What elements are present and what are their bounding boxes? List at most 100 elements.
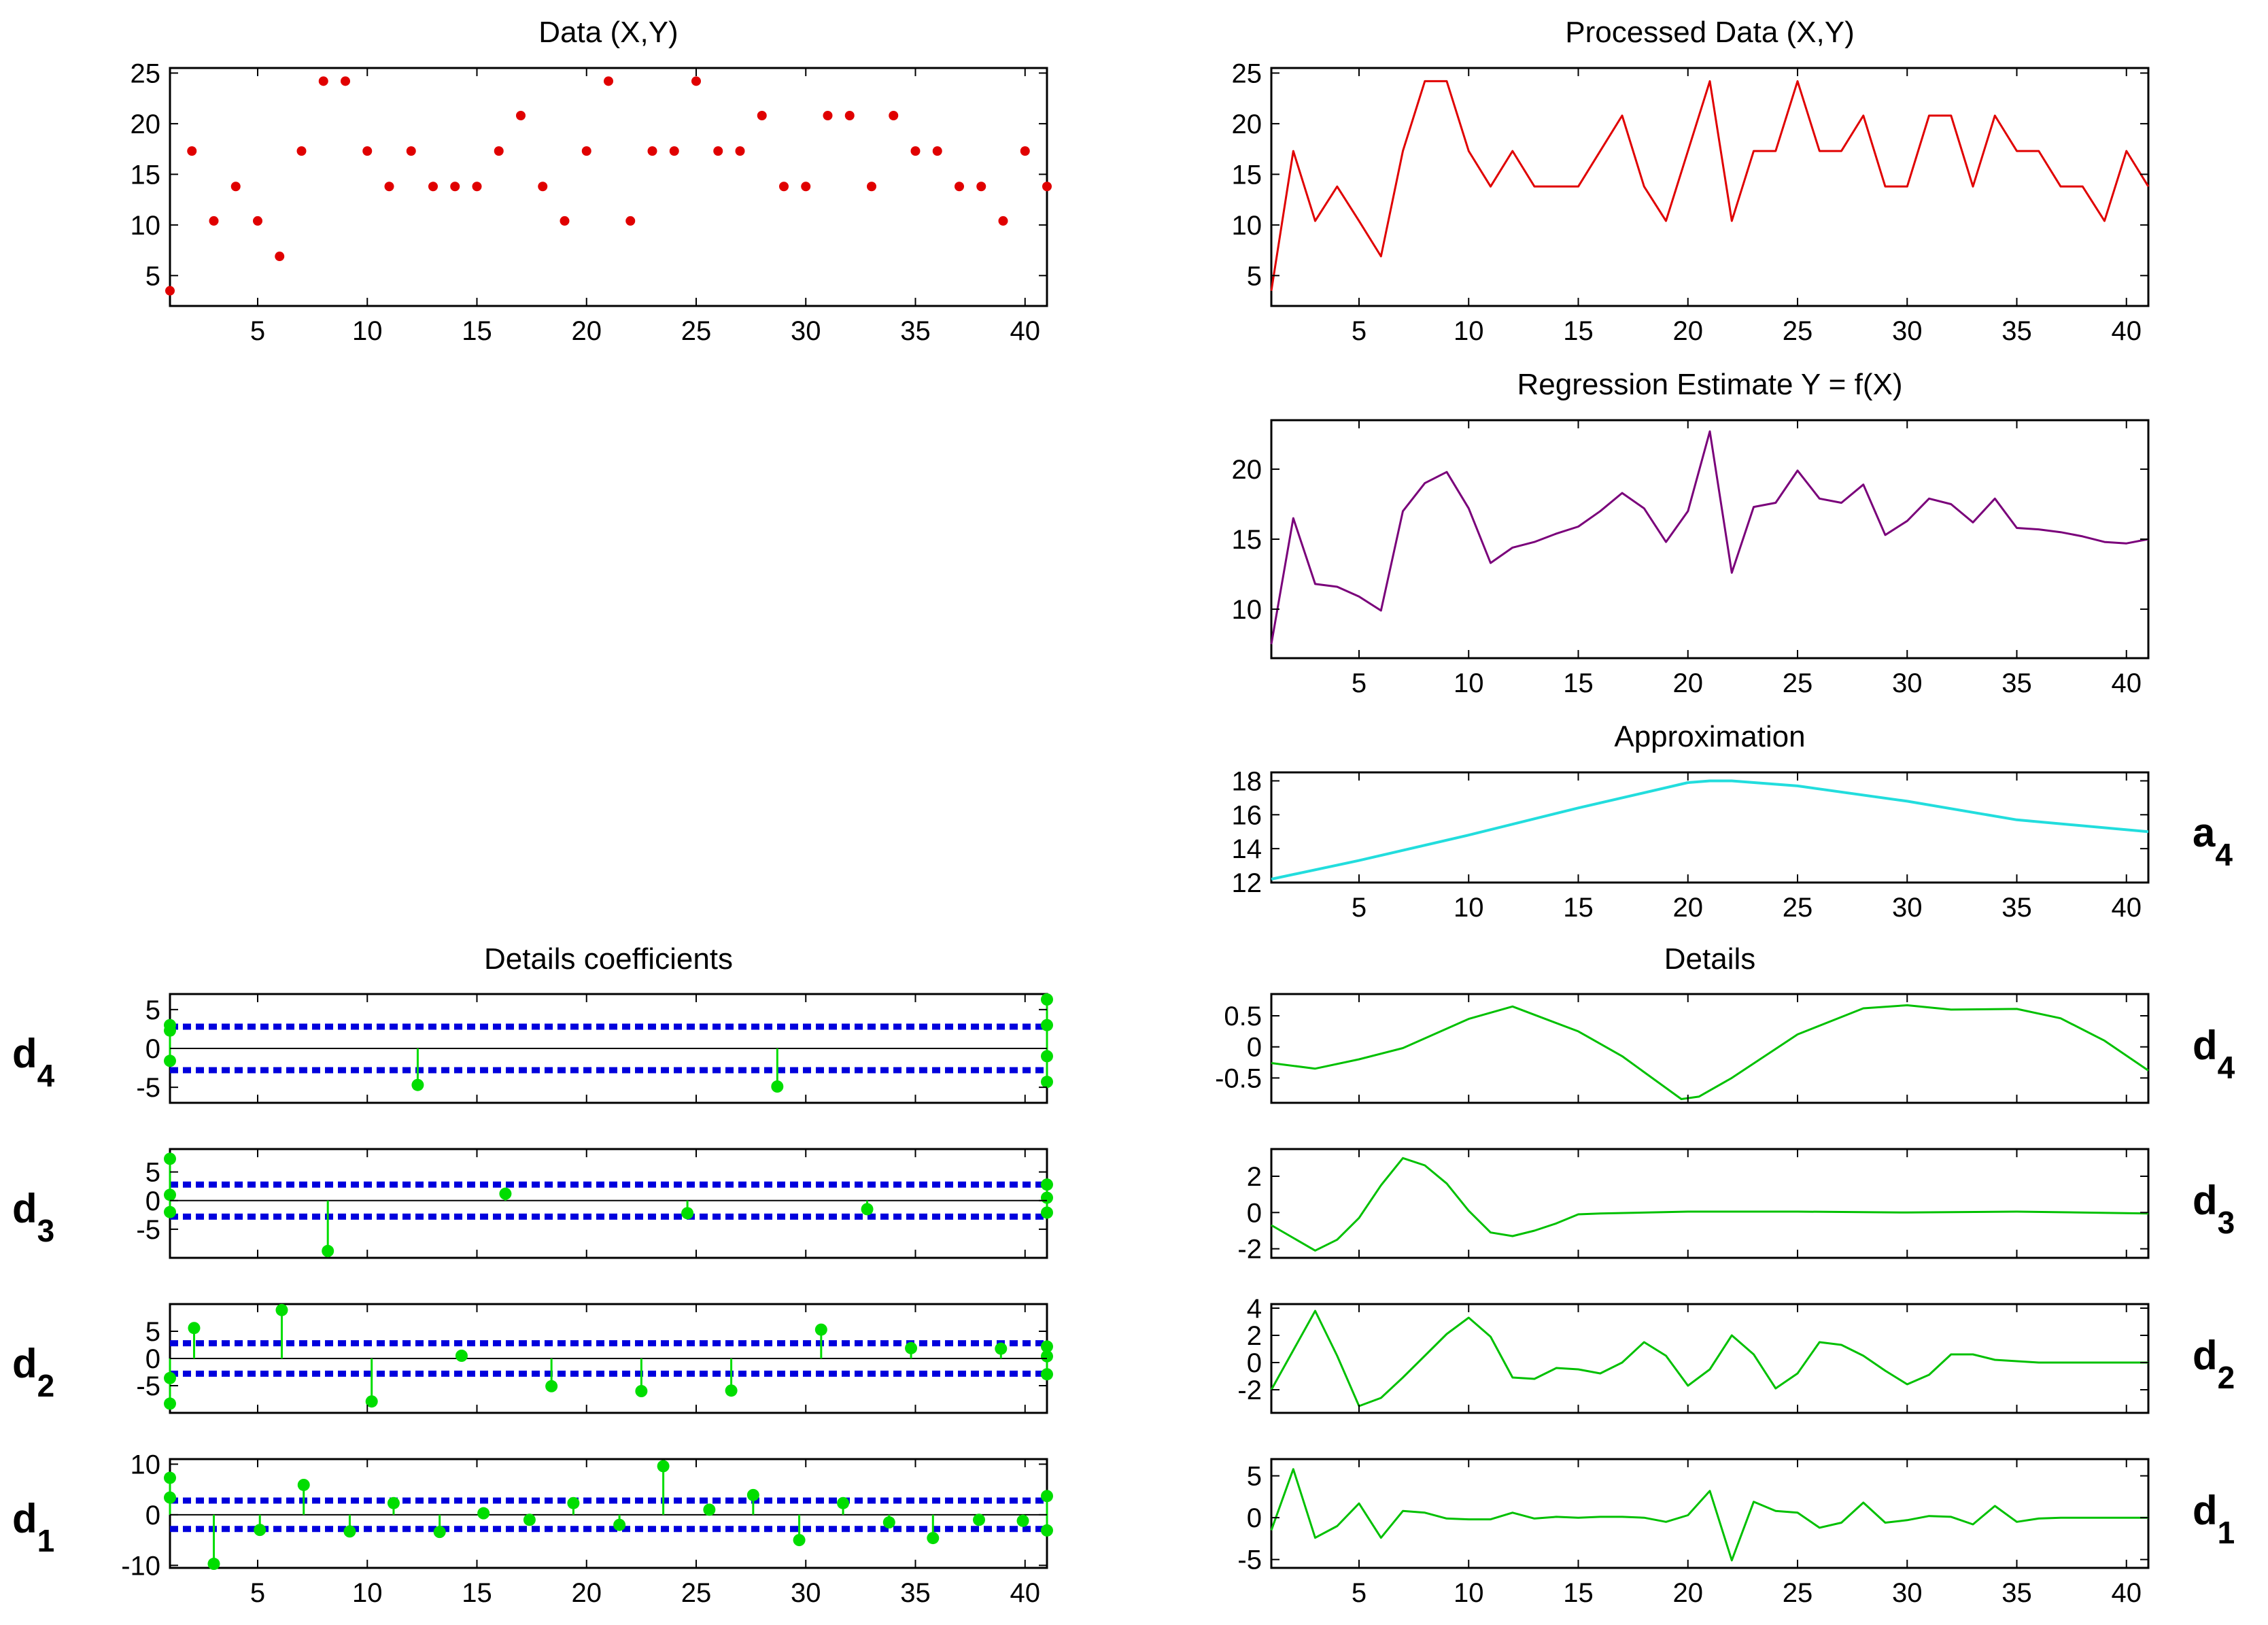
data-point	[384, 182, 394, 192]
coef-marker	[1041, 1368, 1053, 1381]
x-tick-label: 35	[2001, 1578, 2032, 1608]
x-tick-label: 10	[1454, 1578, 1484, 1608]
x-tick-label: 10	[1454, 893, 1484, 923]
data-point	[187, 146, 197, 156]
axes-box-coef-d1	[169, 1458, 1048, 1569]
x-tick-label: 35	[2001, 668, 2032, 698]
x-tick-label: 15	[1563, 668, 1594, 698]
level-letter: a	[2193, 810, 2216, 855]
data-point	[998, 216, 1008, 226]
level-label-detail-d3: d3	[2193, 1178, 2235, 1240]
axes-box-detail-d1	[1270, 1458, 2150, 1569]
panel-details-d3: -2 0 2 d3	[1237, 1148, 2235, 1265]
data-point	[1020, 146, 1030, 156]
coef-marker	[455, 1350, 468, 1362]
x-tick-label: 40	[1010, 316, 1041, 346]
coef-marker	[703, 1503, 716, 1516]
x-tick-label: 40	[2112, 316, 2142, 346]
level-label-detail-d4: d4	[2193, 1023, 2235, 1085]
y-tick-label: 16	[1232, 800, 1262, 830]
coef-marker	[499, 1187, 512, 1200]
x-tick-label: 20	[572, 1578, 602, 1608]
y-tick-label: 14	[1232, 834, 1262, 864]
panel-details-d1: 5 10 15 20 25 30 35 40 -5 0 5 d1	[1237, 1458, 2235, 1608]
y-tick-label: 5	[145, 995, 160, 1025]
coef-marker	[297, 1478, 310, 1491]
x-tick-label: 30	[1892, 1578, 1923, 1608]
data-point	[428, 182, 438, 192]
y-tick-label: -5	[136, 1215, 160, 1245]
data-point	[604, 76, 613, 86]
axes-box-data	[169, 67, 1048, 307]
data-point	[976, 182, 986, 192]
plot-processed: 5 10 15 20 25 30 35 40 5 10 15 20 25	[1232, 58, 2150, 346]
y-tick-label: 2	[1247, 1162, 1262, 1192]
coef-marker	[814, 1323, 827, 1336]
x-tick-label: 20	[1673, 668, 1704, 698]
y-tick-label: 15	[1232, 525, 1262, 555]
data-point	[801, 182, 811, 192]
data-point	[406, 146, 416, 156]
coef-marker	[613, 1518, 626, 1531]
y-tick-label: 0	[145, 1501, 160, 1530]
y-tick-label: 25	[131, 58, 161, 88]
x-tick-label: 35	[2001, 316, 2032, 346]
level-label-detail-d2: d2	[2193, 1333, 2235, 1395]
detail-line-d1	[1270, 1468, 2148, 1562]
x-tick-label: 25	[681, 1578, 712, 1608]
coef-marker	[1041, 993, 1053, 1006]
data-point	[691, 76, 701, 86]
data-point	[560, 216, 570, 226]
level-subscript: 3	[2218, 1205, 2235, 1240]
panel-details-d4: -0.500.5 d4	[1215, 993, 2235, 1104]
axes-box-detail-d3	[1270, 1148, 2150, 1259]
axes-box-approximation	[1270, 771, 2150, 884]
x-tick-label: 15	[1563, 1578, 1594, 1608]
coef-marker	[1041, 1206, 1053, 1219]
plot-data: 5 10 15 20 25 30 35 40 5 10 15 20 25	[131, 58, 1052, 346]
level-subscript: 2	[2218, 1360, 2235, 1395]
panel-coefficients-d3: -505 d3	[12, 1148, 1053, 1259]
data-point	[889, 111, 899, 120]
y-tick-label: 10	[1232, 211, 1262, 241]
coef-marker	[1041, 1490, 1053, 1503]
coef-marker	[164, 1152, 176, 1165]
data-point	[757, 111, 767, 120]
x-tick-label: 40	[2112, 668, 2142, 698]
coef-marker	[164, 1024, 176, 1037]
detail-line-d2	[1270, 1310, 2148, 1407]
level-subscript: 1	[2218, 1515, 2235, 1550]
y-tick-label: 20	[1232, 455, 1262, 485]
x-tick-label: 35	[2001, 893, 2032, 923]
data-point	[955, 182, 964, 192]
x-tick-label: 15	[1563, 893, 1594, 923]
y-tick-label: 10	[131, 1450, 161, 1479]
data-point	[932, 146, 942, 156]
coef-marker	[433, 1526, 446, 1539]
x-tick-label: 25	[1783, 1578, 1813, 1608]
plot-approximation: 5 10 15 20 25 30 35 40 12 14 16 18	[1232, 766, 2149, 923]
data-point	[581, 146, 591, 156]
coef-marker	[905, 1341, 918, 1354]
coef-marker	[771, 1080, 784, 1093]
data-point	[910, 146, 921, 156]
y-tick-label: 0	[1247, 1348, 1262, 1378]
x-tick-label: 25	[1783, 668, 1813, 698]
data-point	[867, 182, 876, 192]
y-tick-label: -10	[121, 1551, 160, 1581]
series-line-regression	[1270, 430, 2149, 645]
y-tick-label: 0	[145, 1186, 160, 1216]
coef-marker	[793, 1534, 806, 1547]
y-tick-label: 10	[1232, 595, 1262, 625]
coef-marker	[725, 1384, 738, 1397]
level-subscript: 1	[37, 1523, 55, 1558]
coef-marker	[207, 1558, 220, 1571]
coef-marker	[635, 1385, 648, 1397]
coef-marker	[164, 1055, 176, 1067]
y-tick-label: 25	[1232, 58, 1262, 88]
coef-marker	[1041, 1524, 1053, 1537]
panel-coefficients-d4: -5 0 5 d4	[12, 993, 1053, 1104]
panel-title-details: Details	[1664, 942, 1756, 976]
coef-marker	[523, 1513, 536, 1526]
